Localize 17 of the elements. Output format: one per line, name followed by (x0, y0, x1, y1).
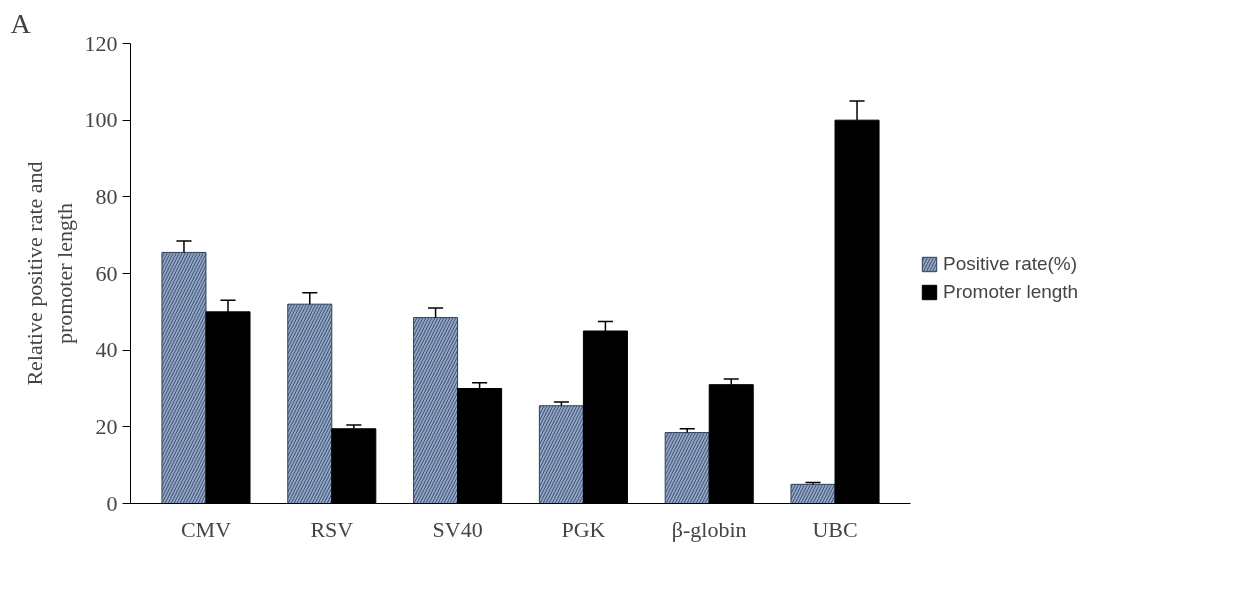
x-tick-label: SV40 (432, 516, 483, 542)
x-tick-label: PGK (561, 516, 606, 542)
y-tick-label: 0 (106, 490, 118, 516)
y-tick-label: 20 (95, 413, 118, 439)
y-tick-label: 40 (95, 337, 118, 363)
y-tick-label: 60 (95, 260, 118, 286)
y-tick-label: 120 (84, 30, 118, 56)
y-tick-label: 100 (84, 107, 118, 133)
y-tick-label: 80 (95, 183, 118, 209)
legend-label: Promoter length (943, 281, 1079, 303)
legend-label: Positive rate(%) (943, 253, 1078, 275)
x-tick-label: UBC (812, 516, 858, 542)
y-axis-title: Relative positive rate and promoter length (21, 161, 77, 386)
x-tick-label: β-globin (671, 516, 747, 542)
text: A (10, 7, 32, 39)
x-tick-label: CMV (180, 516, 232, 542)
x-tick-label: RSV (310, 516, 354, 542)
